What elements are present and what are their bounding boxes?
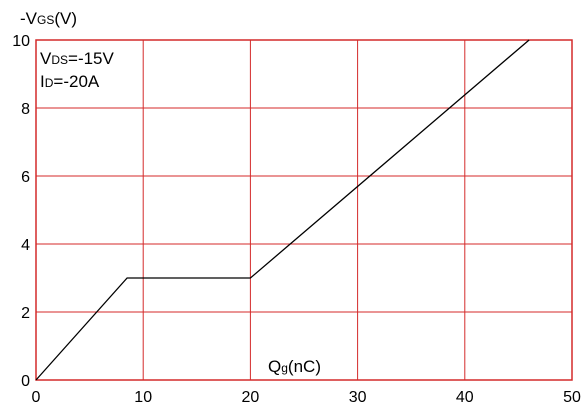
- x-tick-label: 20: [242, 389, 260, 406]
- y-tick-label: 4: [21, 237, 30, 254]
- x-tick-label: 30: [349, 389, 367, 406]
- x-axis-title: Qg(nC): [268, 357, 321, 376]
- y-tick-label: 10: [12, 33, 30, 50]
- x-tick-label: 10: [134, 389, 152, 406]
- grid-layer: [36, 40, 572, 380]
- tick-labels: 0 10 20 30 40 50 0 2 4 6 8 10: [12, 33, 581, 406]
- y-tick-label: 2: [21, 305, 30, 322]
- x-tick-label: 50: [563, 389, 581, 406]
- y-tick-label: 6: [21, 169, 30, 186]
- x-tick-label: 0: [32, 389, 41, 406]
- x-tick-label: 40: [456, 389, 474, 406]
- annotation-id: ID=-20A: [40, 72, 100, 91]
- y-axis-title: -VGS(V): [20, 9, 77, 28]
- plot-frame: [35, 39, 573, 381]
- y-tick-label: 0: [21, 373, 30, 390]
- series-layer: [35, 39, 530, 381]
- annotation-vds: VDS=-15V: [40, 49, 115, 68]
- y-tick-label: 8: [21, 101, 30, 118]
- gate-charge-line: [35, 39, 530, 381]
